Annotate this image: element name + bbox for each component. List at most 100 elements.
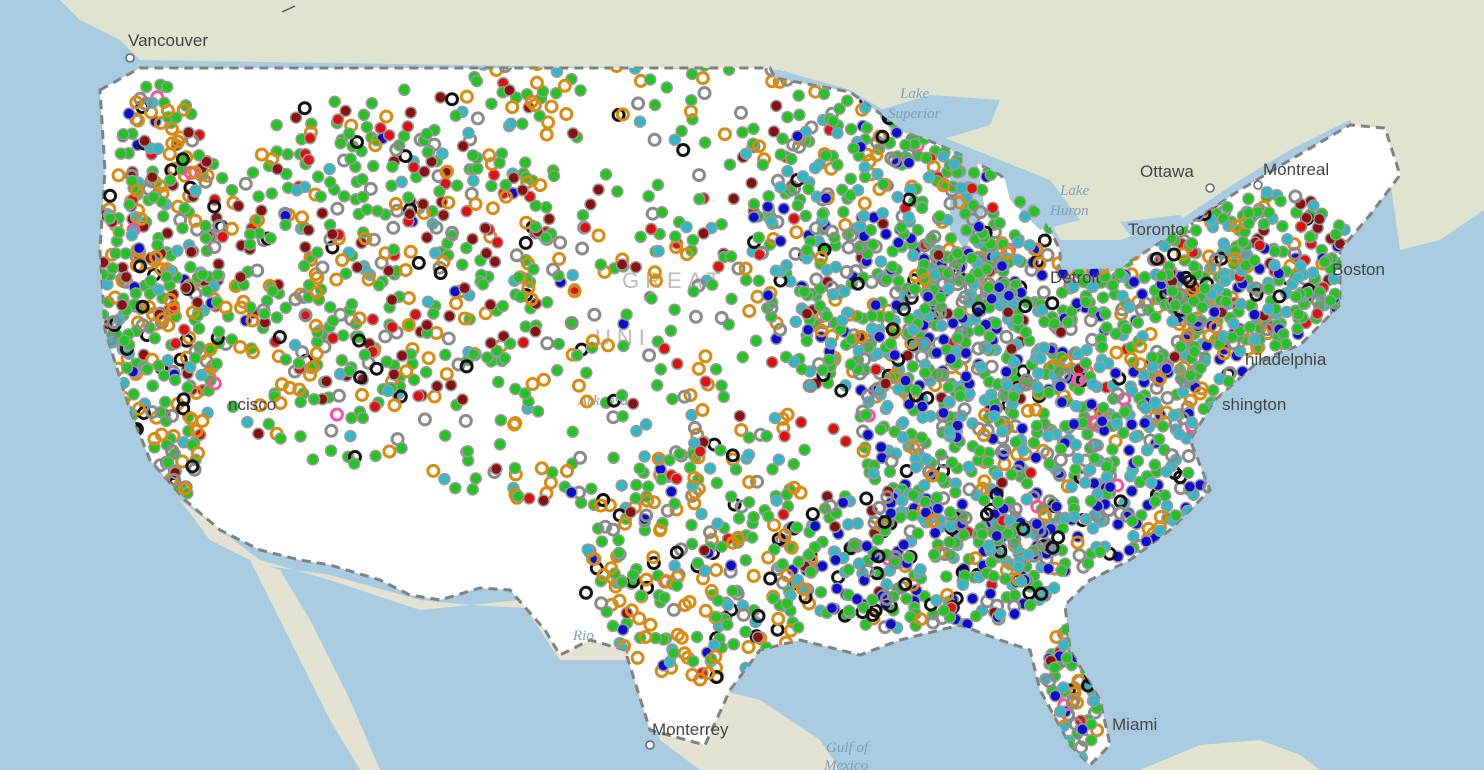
site-marker[interactable] xyxy=(336,329,350,342)
site-marker[interactable] xyxy=(151,142,165,156)
site-marker[interactable] xyxy=(615,575,629,589)
site-marker[interactable] xyxy=(920,452,933,466)
site-marker[interactable] xyxy=(160,270,174,284)
site-marker[interactable] xyxy=(344,429,357,443)
site-marker[interactable] xyxy=(467,174,480,187)
site-marker[interactable] xyxy=(1012,560,1025,574)
site-marker[interactable] xyxy=(470,111,485,126)
site-marker[interactable] xyxy=(485,97,498,110)
site-marker[interactable] xyxy=(871,533,885,546)
site-marker[interactable] xyxy=(456,139,470,153)
site-marker[interactable] xyxy=(185,245,198,259)
site-marker[interactable] xyxy=(826,114,840,128)
site-marker[interactable] xyxy=(427,137,442,152)
site-marker[interactable] xyxy=(329,407,344,422)
site-marker[interactable] xyxy=(609,61,624,73)
site-marker[interactable] xyxy=(981,455,995,469)
site-marker[interactable] xyxy=(951,247,964,260)
site-marker[interactable] xyxy=(1021,548,1035,562)
site-marker[interactable] xyxy=(690,630,704,644)
site-marker[interactable] xyxy=(1042,429,1055,443)
site-marker[interactable] xyxy=(881,399,894,413)
site-marker[interactable] xyxy=(668,303,681,316)
site-marker[interactable] xyxy=(1172,427,1186,441)
site-marker[interactable] xyxy=(294,395,307,409)
site-marker[interactable] xyxy=(747,122,760,136)
site-marker[interactable] xyxy=(1054,705,1067,718)
site-marker[interactable] xyxy=(634,230,647,244)
site-marker[interactable] xyxy=(1253,239,1266,252)
site-marker[interactable] xyxy=(884,617,898,631)
site-marker[interactable] xyxy=(1146,351,1159,364)
site-marker[interactable] xyxy=(1014,575,1028,588)
site-marker[interactable] xyxy=(942,395,956,409)
site-marker[interactable] xyxy=(192,322,206,335)
site-marker[interactable] xyxy=(630,424,643,438)
site-marker[interactable] xyxy=(1023,238,1036,252)
site-marker[interactable] xyxy=(200,155,213,169)
site-marker[interactable] xyxy=(680,220,693,234)
site-marker[interactable] xyxy=(1069,399,1083,413)
site-marker[interactable] xyxy=(382,264,395,278)
site-marker[interactable] xyxy=(867,467,880,480)
site-marker[interactable] xyxy=(461,444,475,458)
site-marker[interactable] xyxy=(273,396,288,411)
site-marker[interactable] xyxy=(450,179,464,192)
site-marker[interactable] xyxy=(382,128,396,142)
site-marker[interactable] xyxy=(792,89,805,102)
site-marker[interactable] xyxy=(781,164,794,178)
site-marker[interactable] xyxy=(739,553,752,567)
site-marker[interactable] xyxy=(1202,249,1216,264)
site-marker[interactable] xyxy=(986,201,999,215)
site-marker[interactable] xyxy=(724,559,738,572)
site-marker[interactable] xyxy=(697,60,711,72)
site-marker[interactable] xyxy=(947,158,961,171)
site-marker[interactable] xyxy=(407,373,421,387)
site-marker[interactable] xyxy=(611,185,624,198)
site-marker[interactable] xyxy=(225,183,239,197)
site-marker[interactable] xyxy=(876,206,889,220)
site-marker[interactable] xyxy=(518,387,532,400)
site-marker[interactable] xyxy=(157,369,171,382)
site-marker[interactable] xyxy=(884,337,897,350)
site-marker[interactable] xyxy=(745,176,758,190)
site-marker[interactable] xyxy=(616,410,629,423)
site-marker[interactable] xyxy=(1125,418,1138,431)
site-marker[interactable] xyxy=(458,281,471,295)
site-marker[interactable] xyxy=(1071,452,1085,466)
site-marker[interactable] xyxy=(601,338,615,353)
site-marker[interactable] xyxy=(886,260,899,273)
site-marker[interactable] xyxy=(620,308,633,321)
site-marker[interactable] xyxy=(982,281,995,294)
site-marker[interactable] xyxy=(1291,322,1304,336)
site-marker[interactable] xyxy=(1020,476,1034,490)
site-marker[interactable] xyxy=(1292,308,1305,321)
site-marker[interactable] xyxy=(642,480,655,493)
site-marker[interactable] xyxy=(864,223,878,237)
site-marker[interactable] xyxy=(109,247,122,260)
site-marker[interactable] xyxy=(800,334,814,348)
site-marker[interactable] xyxy=(141,363,154,376)
site-marker[interactable] xyxy=(615,107,630,122)
site-marker[interactable] xyxy=(629,260,643,274)
site-marker[interactable] xyxy=(514,290,527,304)
site-marker[interactable] xyxy=(356,173,369,186)
site-marker[interactable] xyxy=(631,96,646,111)
site-marker[interactable] xyxy=(320,375,333,388)
site-marker[interactable] xyxy=(573,450,588,465)
site-marker[interactable] xyxy=(1109,327,1123,341)
site-marker[interactable] xyxy=(443,309,456,323)
site-marker[interactable] xyxy=(931,502,945,515)
site-marker[interactable] xyxy=(747,197,761,211)
site-marker[interactable] xyxy=(816,207,829,221)
site-marker[interactable] xyxy=(866,593,879,606)
site-marker[interactable] xyxy=(499,178,512,192)
site-marker[interactable] xyxy=(909,460,923,474)
site-marker[interactable] xyxy=(529,199,542,212)
site-marker[interactable] xyxy=(176,221,189,235)
site-marker[interactable] xyxy=(438,472,451,486)
site-marker[interactable] xyxy=(1000,365,1013,379)
site-marker[interactable] xyxy=(529,325,542,338)
site-marker[interactable] xyxy=(734,105,748,120)
site-marker[interactable] xyxy=(1122,444,1136,457)
